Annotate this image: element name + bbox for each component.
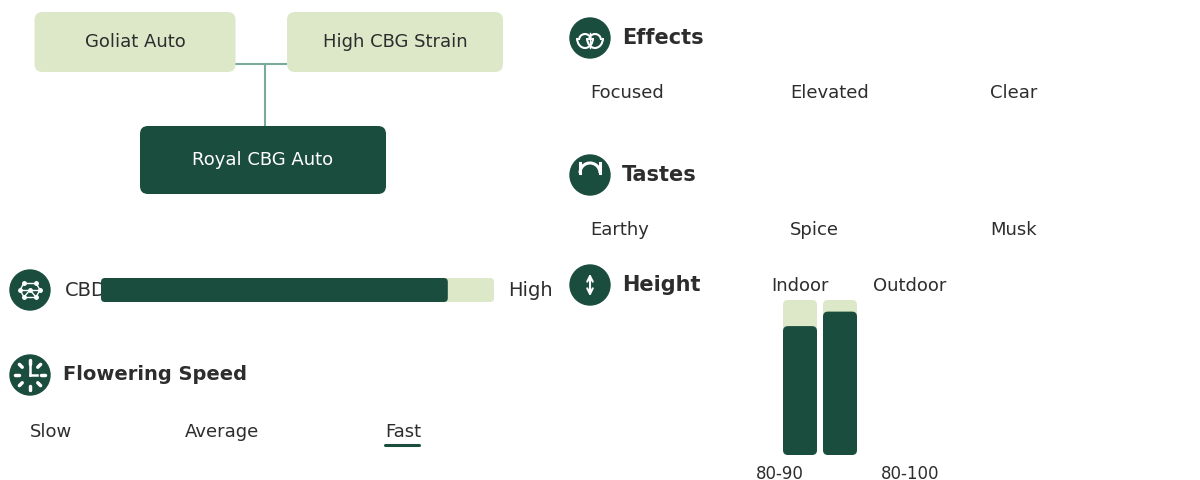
Text: Elevated: Elevated <box>790 84 869 102</box>
FancyBboxPatch shape <box>784 300 817 455</box>
Circle shape <box>10 270 50 310</box>
Text: 80-100: 80-100 <box>881 465 940 480</box>
FancyBboxPatch shape <box>287 12 503 72</box>
Text: Earthy: Earthy <box>590 221 649 239</box>
Text: Goliat Auto: Goliat Auto <box>85 33 185 51</box>
Text: Spice: Spice <box>790 221 839 239</box>
Text: High: High <box>508 280 553 300</box>
Text: Clear: Clear <box>990 84 1037 102</box>
Text: Focused: Focused <box>590 84 664 102</box>
FancyBboxPatch shape <box>140 126 386 194</box>
FancyBboxPatch shape <box>823 312 857 455</box>
Circle shape <box>570 265 610 305</box>
Text: CBD: CBD <box>65 280 107 300</box>
Circle shape <box>570 155 610 195</box>
Text: Royal CBG Auto: Royal CBG Auto <box>192 151 334 169</box>
Text: Height: Height <box>622 275 701 295</box>
FancyBboxPatch shape <box>823 300 857 455</box>
Text: Average: Average <box>185 423 259 441</box>
Text: High CBG Strain: High CBG Strain <box>323 33 467 51</box>
Text: Fast: Fast <box>385 423 421 441</box>
Text: Flowering Speed: Flowering Speed <box>64 365 247 384</box>
Text: Tastes: Tastes <box>622 165 697 185</box>
Text: Musk: Musk <box>990 221 1037 239</box>
Circle shape <box>10 355 50 395</box>
FancyBboxPatch shape <box>101 278 448 302</box>
FancyBboxPatch shape <box>784 326 817 455</box>
Text: 80-90: 80-90 <box>756 465 804 480</box>
FancyBboxPatch shape <box>101 278 494 302</box>
Text: Outdoor: Outdoor <box>874 277 947 295</box>
Text: Effects: Effects <box>622 28 703 48</box>
Circle shape <box>570 18 610 58</box>
FancyBboxPatch shape <box>35 12 235 72</box>
Text: Indoor: Indoor <box>772 277 829 295</box>
Text: Slow: Slow <box>30 423 72 441</box>
